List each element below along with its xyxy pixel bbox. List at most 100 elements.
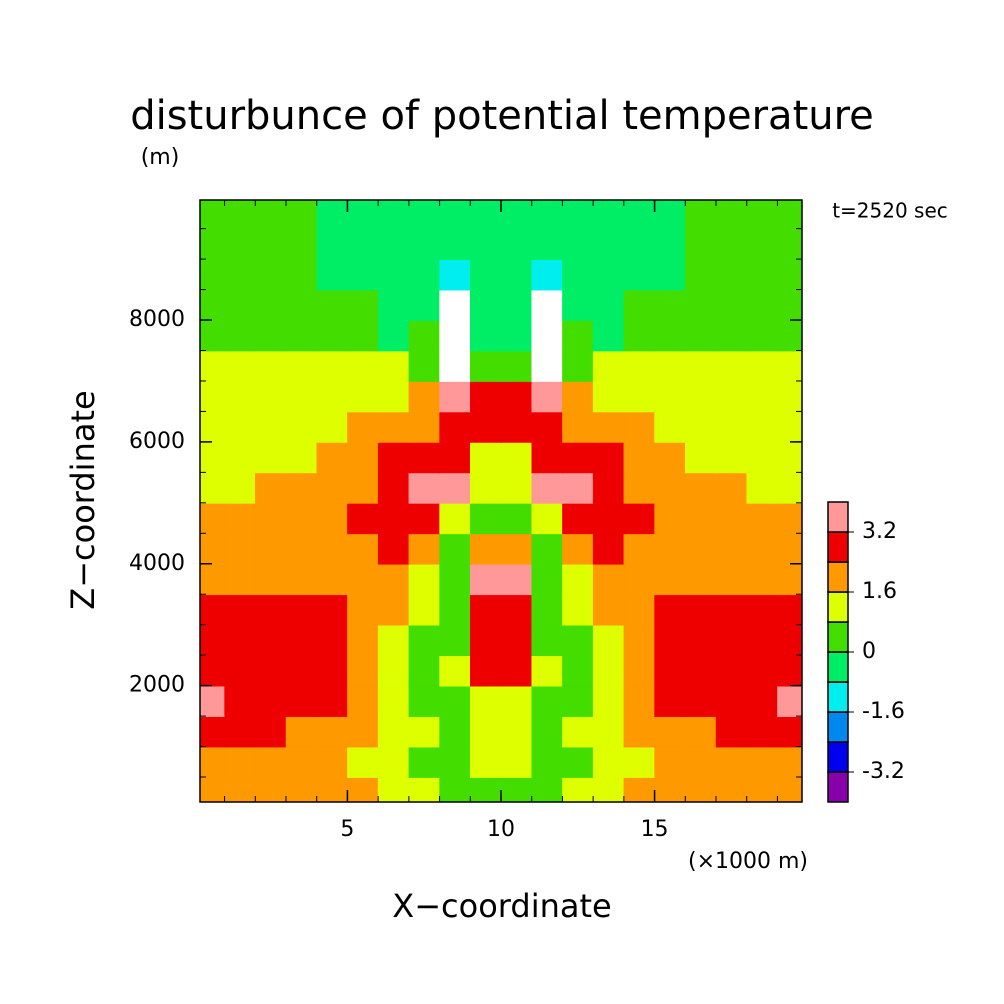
contour-cell	[285, 380, 318, 413]
contour-cell	[408, 258, 441, 291]
contour-cell	[531, 380, 564, 413]
contour-cell	[746, 746, 779, 778]
contour-cell	[500, 654, 533, 687]
contour-cell	[408, 624, 441, 657]
contour-cell	[224, 746, 257, 778]
contour-cell	[377, 411, 410, 443]
contour-cell	[408, 441, 441, 474]
contour-cell	[224, 289, 257, 321]
contour-cell	[200, 200, 226, 230]
contour-cell	[654, 533, 687, 565]
contour-cell	[592, 715, 625, 748]
contour-cell	[224, 685, 257, 717]
contour-cell	[439, 472, 472, 504]
contour-cell	[777, 289, 802, 321]
contour-cell	[623, 563, 656, 596]
colorbar-swatch	[827, 591, 849, 623]
y-tick-label: 6000	[129, 429, 185, 454]
contour-cell	[470, 258, 502, 291]
contour-cell	[439, 350, 472, 382]
contour-cell	[347, 441, 379, 474]
contour-cell	[439, 441, 472, 474]
contour-cell	[377, 350, 410, 382]
contour-cell	[347, 502, 379, 535]
contour-cell	[200, 502, 226, 535]
y-unit: (m)	[141, 145, 180, 170]
contour-cell	[715, 228, 748, 260]
contour-cell	[592, 411, 625, 443]
contour-cell	[746, 654, 779, 687]
contour-cell	[715, 624, 748, 657]
colorbar-swatch	[827, 531, 849, 563]
contour-cell	[531, 593, 564, 626]
contour-cell	[377, 228, 410, 260]
contour-cell	[500, 472, 533, 504]
contour-cell	[685, 228, 717, 260]
contour-cell	[224, 258, 257, 291]
contour-cell	[285, 472, 318, 504]
x-unit: (×1000 m)	[688, 849, 808, 874]
contour-cell	[347, 563, 379, 596]
contour-cell	[439, 319, 472, 352]
contour-cell	[347, 411, 379, 443]
contour-cell	[377, 685, 410, 717]
contour-cell	[623, 472, 656, 504]
contour-cell	[685, 624, 717, 657]
contour-cell	[470, 715, 502, 748]
contour-cell	[592, 533, 625, 565]
contour-cell	[654, 715, 687, 748]
contour-cell	[562, 776, 594, 802]
contour-cell	[746, 319, 779, 352]
contour-cell	[439, 593, 472, 626]
contour-cell	[316, 746, 349, 778]
contour-cell	[470, 624, 502, 657]
contour-cell	[500, 502, 533, 535]
contour-cell	[285, 319, 318, 352]
contour-cell	[200, 441, 226, 474]
colorbar-label: 3.2	[862, 519, 897, 544]
contour-cell	[654, 350, 687, 382]
contour-cell	[531, 350, 564, 382]
contour-cell	[562, 258, 594, 291]
colorbar-swatch	[827, 651, 849, 683]
contour-cell	[255, 533, 287, 565]
contour-cell	[439, 715, 472, 748]
contour-cell	[531, 411, 564, 443]
contour-cell	[316, 685, 349, 717]
contour-cell	[562, 228, 594, 260]
contour-cell	[408, 319, 441, 352]
contour-cell	[500, 685, 533, 717]
contour-cell	[654, 563, 687, 596]
contour-cell	[224, 624, 257, 657]
contour-cell	[562, 654, 594, 687]
contour-cell	[654, 289, 687, 321]
contour-cell	[654, 746, 687, 778]
contour-cell	[255, 563, 287, 596]
contour-cell	[654, 654, 687, 687]
contour-cell	[255, 776, 287, 802]
contour-cell	[654, 258, 687, 291]
contour-cell	[377, 380, 410, 413]
contour-cell	[715, 502, 748, 535]
contour-cell	[777, 654, 802, 687]
contour-cell	[592, 502, 625, 535]
colorbar-label: 0	[862, 639, 876, 664]
contour-cell	[592, 289, 625, 321]
contour-cell	[746, 289, 779, 321]
contour-cell	[715, 746, 748, 778]
contour-cell	[224, 502, 257, 535]
contour-cell	[285, 776, 318, 802]
contour-cell	[224, 411, 257, 443]
contour-cell	[316, 228, 349, 260]
contour-cell	[746, 200, 779, 230]
contour-cell	[255, 350, 287, 382]
contour-cell	[224, 776, 257, 802]
contour-cell	[746, 472, 779, 504]
contour-cell	[685, 411, 717, 443]
contour-cell	[654, 624, 687, 657]
contour-cell	[685, 289, 717, 321]
contour-cell	[562, 350, 594, 382]
contour-cell	[255, 472, 287, 504]
contour-cell	[377, 441, 410, 474]
contour-cell	[685, 502, 717, 535]
